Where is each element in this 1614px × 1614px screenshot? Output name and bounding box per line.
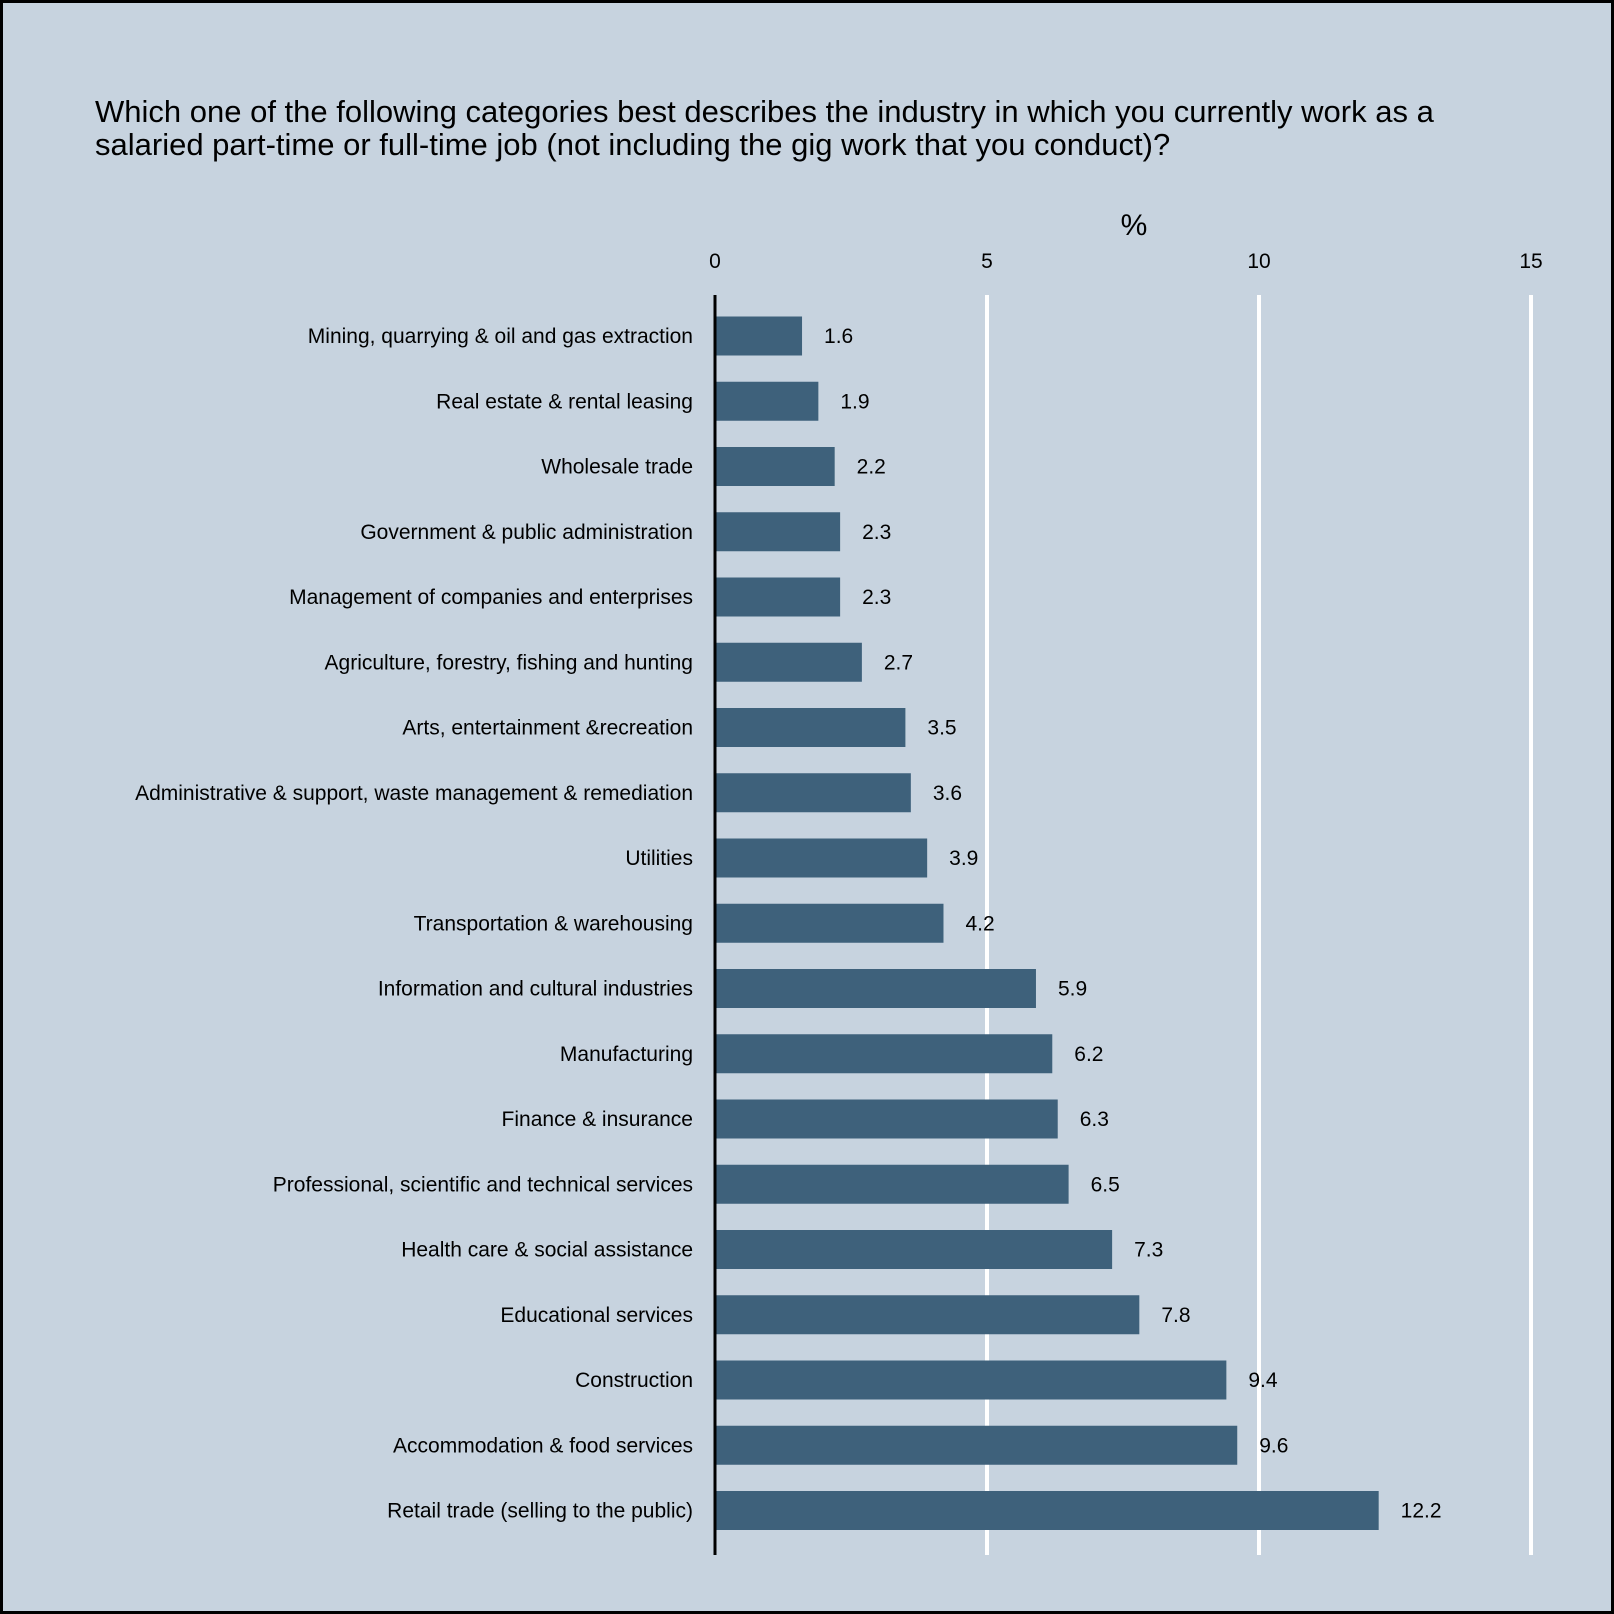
category-label: Administrative & support, waste manageme… <box>135 782 693 805</box>
category-label: Finance & insurance <box>502 1108 693 1131</box>
category-label: Educational services <box>500 1304 693 1327</box>
category-label: Arts, entertainment &recreation <box>402 717 693 740</box>
category-label: Utilities <box>625 847 693 870</box>
category-label: Professional, scientific and technical s… <box>273 1173 693 1196</box>
data-label: 7.8 <box>1161 1304 1190 1327</box>
data-label: 3.9 <box>949 847 978 870</box>
data-label: 2.3 <box>862 586 891 609</box>
data-label: 6.2 <box>1074 1043 1103 1066</box>
data-label: 3.6 <box>933 782 962 805</box>
data-label: 9.6 <box>1259 1434 1288 1457</box>
data-label: 3.5 <box>927 717 956 740</box>
bar <box>715 381 819 421</box>
bar <box>715 969 1036 1008</box>
category-label: Manufacturing <box>560 1043 693 1066</box>
category-label: Agriculture, forestry, fishing and hunti… <box>325 651 693 674</box>
x-tick-label: 15 <box>1519 250 1542 273</box>
data-label: 6.5 <box>1091 1173 1120 1196</box>
bar-chart: 0 5 10 15 Mining, quarrying & oil and gas e… <box>135 209 1543 1555</box>
data-label: 4.2 <box>965 912 994 935</box>
category-label: Retail trade (selling to the public) <box>387 1500 693 1523</box>
bar <box>715 1425 1238 1465</box>
bar <box>715 1230 1113 1269</box>
data-label: 2.7 <box>884 651 913 674</box>
data-label: 5.9 <box>1058 978 1087 1001</box>
data-label: 1.9 <box>840 390 869 413</box>
labels: Mining, quarrying & oil and gas extracti… <box>135 325 1441 1523</box>
bar <box>715 577 841 617</box>
data-label: 12.2 <box>1401 1500 1442 1523</box>
data-label: 2.3 <box>862 521 891 544</box>
chart-title: Which one of the following categories be… <box>95 94 1434 162</box>
category-label: Government & public administration <box>360 521 693 544</box>
data-label: 7.3 <box>1134 1239 1163 1262</box>
category-label: Information and cultural industries <box>378 978 693 1001</box>
bar <box>715 316 803 356</box>
bar <box>715 1360 1227 1400</box>
category-label: Accommodation & food services <box>393 1434 693 1457</box>
gridlines <box>985 295 1533 1555</box>
bars <box>715 316 1379 1530</box>
data-label: 1.6 <box>824 325 853 348</box>
bar <box>715 1034 1053 1074</box>
bar <box>715 1099 1058 1139</box>
bar <box>715 447 835 486</box>
bar <box>715 642 862 682</box>
category-label: Real estate & rental leasing <box>436 390 693 413</box>
x-tick-label: 10 <box>1247 250 1270 273</box>
category-label: Health care & social assistance <box>401 1239 693 1262</box>
bar <box>715 708 906 747</box>
data-label: 6.3 <box>1080 1108 1109 1131</box>
bar <box>715 773 911 813</box>
x-axis: 0 5 10 15 <box>709 250 1543 1555</box>
x-axis-unit-label: % <box>1121 209 1148 242</box>
category-label: Mining, quarrying & oil and gas extracti… <box>308 325 693 348</box>
x-tick-label: 0 <box>709 250 721 273</box>
category-label: Wholesale trade <box>541 456 693 479</box>
data-label: 9.4 <box>1248 1369 1278 1392</box>
bar <box>715 903 944 943</box>
bar <box>715 1164 1069 1204</box>
category-label: Construction <box>575 1369 693 1392</box>
bar <box>715 1491 1379 1530</box>
category-label: Transportation & warehousing <box>414 912 693 935</box>
bar <box>715 1295 1140 1335</box>
bar <box>715 838 928 878</box>
bar <box>715 512 841 552</box>
data-label: 2.2 <box>857 456 886 479</box>
category-label: Management of companies and enterprises <box>289 586 693 609</box>
x-tick-label: 5 <box>981 250 993 273</box>
